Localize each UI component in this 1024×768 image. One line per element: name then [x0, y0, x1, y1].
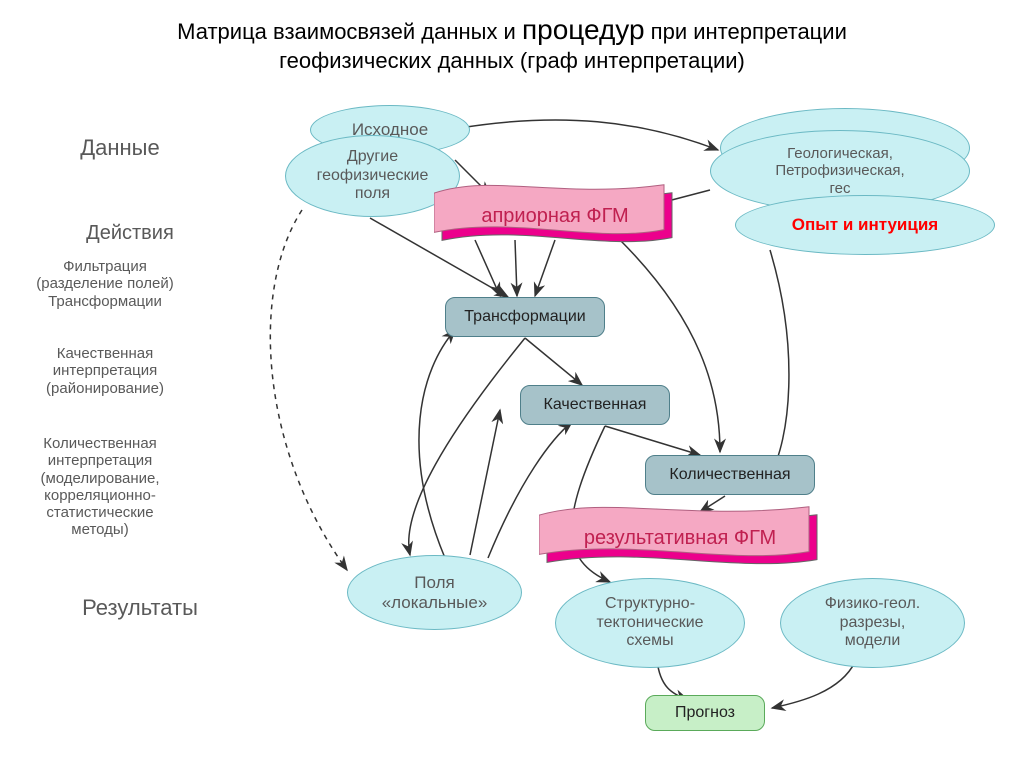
node-struct: Структурно-тектоническиесхемы [555, 578, 745, 668]
edge-0 [460, 120, 718, 150]
side-label-filter: Фильтрация(разделение полей)Трансформаци… [5, 258, 205, 310]
edge-19 [770, 250, 789, 475]
node-apriori: априорная ФГМ [440, 188, 670, 244]
edge-9 [525, 338, 582, 385]
side-label-qual: Качественнаяинтерпретация(районирование) [5, 345, 205, 397]
side-label-quant: Количественнаяинтерпретация(моделировани… [0, 435, 205, 539]
edge-15 [470, 410, 500, 555]
node-quantity: Количественная [645, 455, 815, 495]
side-label-results: Результаты [40, 595, 240, 620]
node-result_fgm: результативная ФГМ [545, 510, 815, 566]
edge-8 [270, 210, 347, 570]
node-prognoz: Прогноз [645, 695, 765, 731]
side-label-data: Данные [20, 135, 220, 160]
node-exp: Опыт и интуиция [735, 195, 995, 255]
edge-16 [419, 330, 455, 558]
edge-10 [409, 338, 525, 555]
node-local: Поля«локальные» [347, 555, 522, 630]
side-label-actions: Действия [30, 222, 230, 245]
node-phys: Физико-геол.разрезы,модели [780, 578, 965, 668]
diagram-title: Матрица взаимосвязей данных и процедур п… [0, 12, 1024, 75]
node-quality: Качественная [520, 385, 670, 425]
node-trans: Трансформации [445, 297, 605, 337]
edge-11 [605, 426, 700, 455]
edge-18 [772, 662, 855, 708]
